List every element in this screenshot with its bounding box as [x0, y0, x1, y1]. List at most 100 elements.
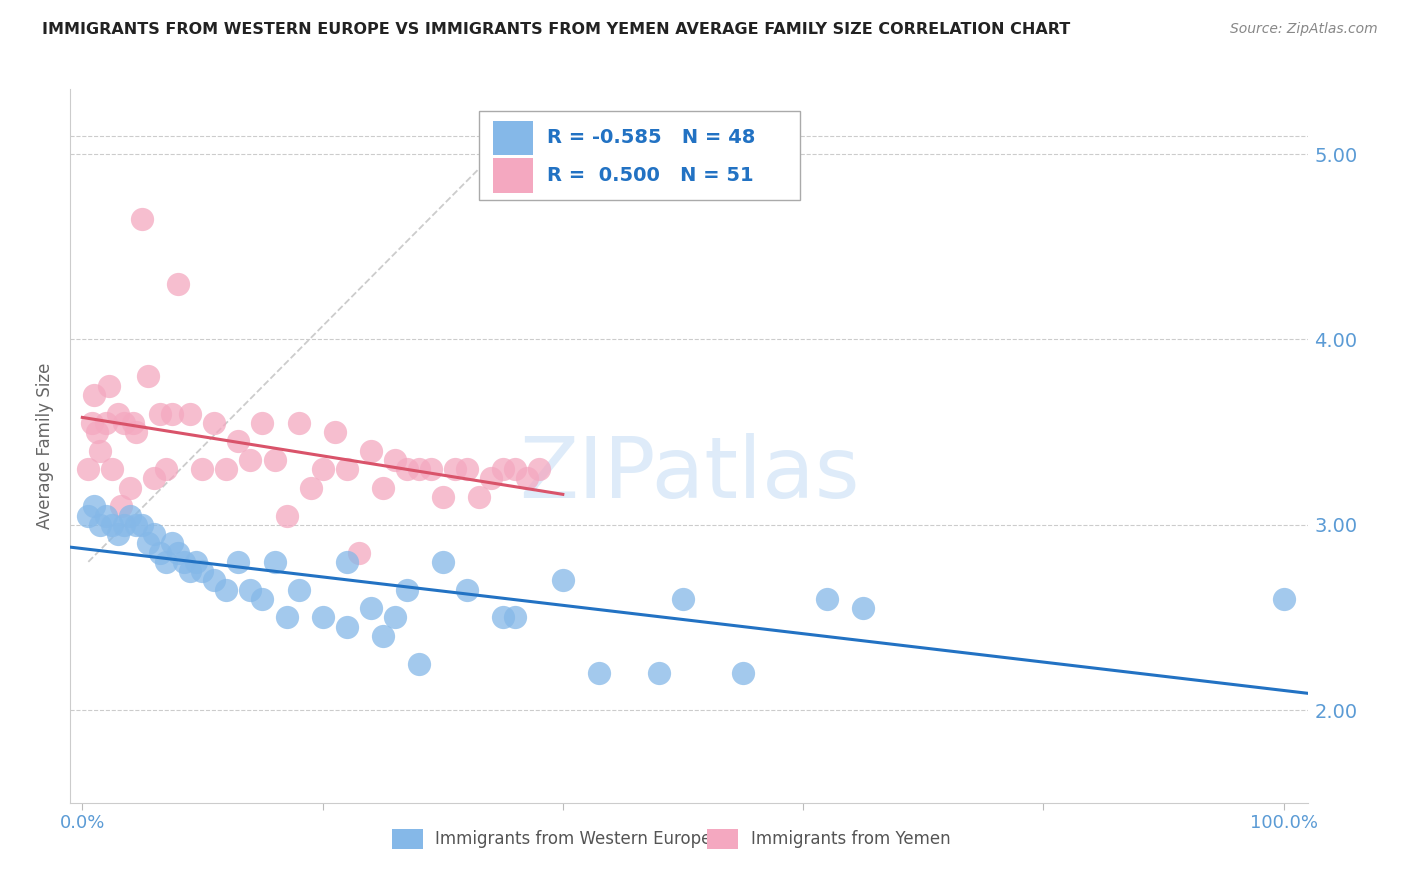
Point [311, 462, 333, 476]
Point [86, 425, 108, 439]
Point [125, 425, 148, 439]
Point [371, 481, 394, 495]
Point [371, 629, 394, 643]
Point [276, 610, 298, 624]
Point [138, 369, 160, 384]
Point [287, 582, 309, 597]
Text: Immigrants from Western Europe: Immigrants from Western Europe [436, 830, 711, 848]
Point [287, 416, 309, 430]
Point [121, 416, 143, 430]
Point [443, 462, 465, 476]
Text: ZIPatlas: ZIPatlas [519, 433, 859, 516]
Point [138, 536, 160, 550]
Point [815, 591, 838, 606]
Point [239, 582, 262, 597]
Point [155, 462, 177, 476]
Point [125, 517, 148, 532]
Point [588, 666, 610, 681]
Point [204, 416, 226, 430]
Point [323, 425, 346, 439]
Point [112, 416, 135, 430]
Point [551, 574, 574, 588]
Point [503, 462, 526, 476]
Point [101, 462, 124, 476]
Point [120, 481, 142, 495]
Point [155, 555, 177, 569]
Text: 100.0%: 100.0% [1250, 814, 1317, 832]
Point [311, 610, 333, 624]
Text: Immigrants from Yemen: Immigrants from Yemen [751, 830, 950, 848]
Point [96, 416, 118, 430]
Point [527, 462, 550, 476]
Point [149, 407, 172, 421]
Point [167, 277, 190, 291]
FancyBboxPatch shape [494, 120, 533, 155]
Point [162, 407, 184, 421]
Point [80, 416, 103, 430]
FancyBboxPatch shape [494, 159, 533, 193]
Point [252, 591, 274, 606]
Point [83, 500, 105, 514]
FancyBboxPatch shape [707, 830, 738, 849]
Point [479, 471, 502, 485]
Point [143, 471, 166, 485]
Point [492, 462, 515, 476]
Point [89, 443, 111, 458]
Point [648, 666, 671, 681]
Point [77, 508, 100, 523]
Point [384, 453, 406, 467]
Point [1272, 591, 1295, 606]
Point [395, 462, 418, 476]
Point [96, 508, 118, 523]
Point [97, 378, 120, 392]
Point [263, 555, 285, 569]
Point [228, 434, 250, 449]
Point [77, 462, 100, 476]
Point [120, 508, 142, 523]
Point [672, 591, 695, 606]
Point [432, 490, 454, 504]
Point [173, 555, 195, 569]
Point [336, 462, 359, 476]
Text: R = -0.585   N = 48: R = -0.585 N = 48 [547, 128, 755, 147]
Point [336, 555, 359, 569]
Point [384, 610, 406, 624]
Point [191, 462, 214, 476]
Point [149, 545, 172, 559]
Point [408, 462, 430, 476]
Point [131, 517, 153, 532]
Point [204, 574, 226, 588]
Point [432, 555, 454, 569]
Point [492, 610, 515, 624]
Text: R =  0.500   N = 51: R = 0.500 N = 51 [547, 166, 754, 185]
Point [186, 555, 208, 569]
Text: IMMIGRANTS FROM WESTERN EUROPE VS IMMIGRANTS FROM YEMEN AVERAGE FAMILY SIZE CORR: IMMIGRANTS FROM WESTERN EUROPE VS IMMIGR… [42, 22, 1070, 37]
Point [252, 416, 274, 430]
FancyBboxPatch shape [392, 830, 423, 849]
Point [179, 407, 201, 421]
Text: 0.0%: 0.0% [59, 814, 105, 832]
Point [167, 545, 190, 559]
Point [263, 453, 285, 467]
Point [503, 610, 526, 624]
Point [112, 517, 135, 532]
Point [336, 620, 359, 634]
Point [162, 536, 184, 550]
Point [852, 601, 875, 615]
Point [276, 508, 298, 523]
Point [347, 545, 370, 559]
Text: Source: ZipAtlas.com: Source: ZipAtlas.com [1230, 22, 1378, 37]
Point [89, 517, 111, 532]
Point [107, 527, 129, 541]
Point [395, 582, 418, 597]
Point [360, 601, 382, 615]
Point [131, 211, 153, 226]
Point [215, 462, 238, 476]
Point [299, 481, 322, 495]
Point [83, 388, 105, 402]
FancyBboxPatch shape [478, 111, 800, 200]
Point [179, 564, 201, 578]
Point [143, 527, 166, 541]
Point [215, 582, 238, 597]
Point [731, 666, 754, 681]
